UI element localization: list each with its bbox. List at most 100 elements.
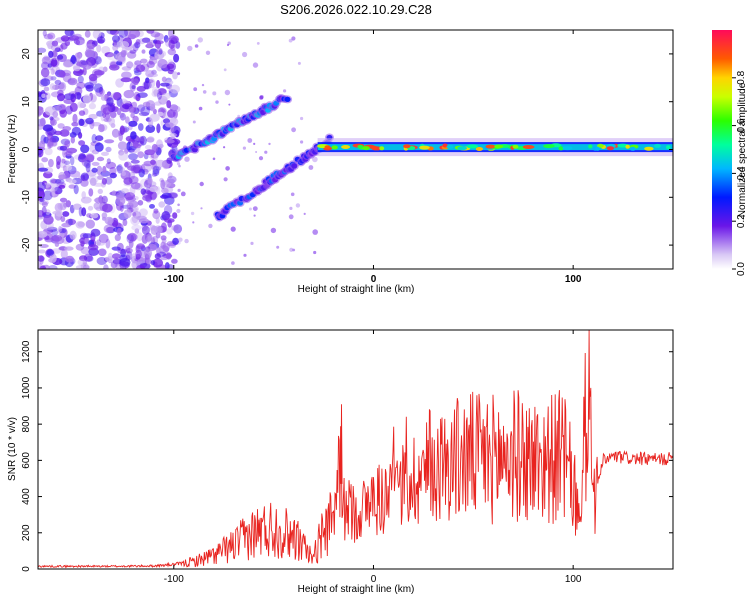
noise-blob: [77, 75, 84, 84]
noise-blob: [78, 140, 86, 146]
noise-blob: [131, 211, 137, 217]
noise-blob: [151, 143, 158, 153]
noise-blob: [167, 192, 178, 199]
noise-speck: [198, 106, 203, 111]
noise-blob: [38, 106, 44, 116]
colorbar-tick-label: 0.8: [736, 70, 747, 84]
noise-blob: [88, 113, 98, 120]
snr-x-axis-label: Height of straight line (km): [298, 584, 415, 595]
noise-blob: [84, 236, 90, 245]
noise-blob: [50, 58, 58, 67]
noise-speck: [290, 192, 295, 197]
noise-blob: [172, 71, 178, 80]
noise-blob: [150, 260, 156, 266]
noise-blob: [67, 77, 78, 86]
noise-blob: [80, 196, 92, 204]
noise-speck: [312, 156, 318, 163]
noise-blob: [62, 144, 69, 151]
noise-blob: [56, 155, 61, 166]
noise-blob: [112, 35, 120, 43]
noise-blob: [94, 70, 105, 76]
noise-blob: [144, 248, 152, 258]
noise-speck: [253, 142, 256, 145]
y-tick-label: 20: [21, 48, 32, 60]
noise-blob: [116, 60, 123, 66]
carrier-hotspot: [588, 144, 593, 149]
noise-blob: [150, 103, 156, 112]
noise-blob: [105, 161, 117, 169]
noise-speck: [247, 138, 253, 143]
noise-speck: [208, 223, 213, 229]
noise-blob: [167, 109, 176, 118]
noise-blob: [47, 140, 54, 149]
noise-blob: [93, 202, 101, 210]
noise-blob: [59, 197, 68, 203]
carrier-hotspot: [558, 146, 564, 151]
spectrogram-y-axis-label: Frequency (Hz): [7, 115, 18, 184]
carrier-hotspot: [597, 143, 604, 148]
x-tick-label: 0: [371, 274, 377, 285]
noise-blob: [38, 181, 46, 192]
noise-blob: [129, 49, 137, 54]
noise-speck: [187, 45, 193, 52]
carrier-hotspot: [494, 144, 504, 149]
noise-blob: [69, 170, 81, 178]
x-tick-label: 100: [565, 574, 582, 585]
noise-blob: [89, 177, 97, 186]
noise-blob: [138, 218, 149, 224]
noise-blob: [121, 188, 129, 194]
x-tick-label: 100: [565, 274, 582, 285]
snr-frame: [37, 329, 674, 570]
noise-blob: [58, 70, 66, 78]
noise-blob: [111, 128, 120, 138]
noise-blob: [171, 105, 181, 113]
noise-blob: [135, 249, 142, 259]
noise-blob: [160, 82, 170, 87]
noise-blob: [137, 92, 148, 98]
noise-blob: [145, 79, 154, 84]
noise-blob: [59, 109, 67, 118]
carrier-hotspot: [485, 144, 496, 149]
noise-blob: [58, 225, 63, 233]
noise-blob: [102, 203, 113, 213]
noise-blob: [80, 174, 86, 181]
noise-blob: [154, 159, 166, 168]
noise-speck: [288, 214, 294, 220]
noise-blob: [141, 49, 146, 54]
noise-blob: [101, 151, 109, 156]
noise-blob: [38, 210, 45, 218]
noise-blob: [146, 30, 155, 34]
noise-speck: [258, 156, 264, 161]
noise-blob: [62, 148, 68, 158]
noise-blob: [95, 241, 106, 246]
noise-blob: [125, 247, 133, 254]
noise-blob: [121, 204, 132, 209]
noise-speck: [297, 61, 301, 65]
y-tick-label: 0: [21, 146, 32, 152]
noise-blob: [126, 51, 137, 59]
noise-speck: [177, 72, 181, 76]
noise-speck: [231, 261, 235, 265]
noise-blob: [155, 247, 161, 253]
noise-blob: [146, 235, 156, 244]
noise-blob: [164, 218, 175, 223]
x-tick-label: -100: [164, 274, 184, 285]
noise-blob: [131, 253, 136, 261]
noise-blob: [51, 187, 56, 197]
y-tick-label: 1000: [21, 376, 32, 399]
noise-blob: [80, 246, 91, 255]
carrier-hotspot: [324, 145, 331, 150]
noise-blob: [105, 146, 112, 153]
noise-blob: [41, 93, 46, 99]
noise-blob: [38, 167, 49, 172]
noise-blob: [77, 101, 85, 109]
noise-blob: [146, 136, 155, 143]
noise-speck: [313, 250, 317, 255]
noise-blob: [134, 41, 141, 49]
noise-blob: [72, 113, 78, 124]
noise-blob: [156, 80, 161, 89]
noise-speck: [212, 157, 216, 161]
noise-blob: [41, 157, 49, 163]
snr-y-axis-label: SNR (10 * v/v): [7, 417, 18, 481]
